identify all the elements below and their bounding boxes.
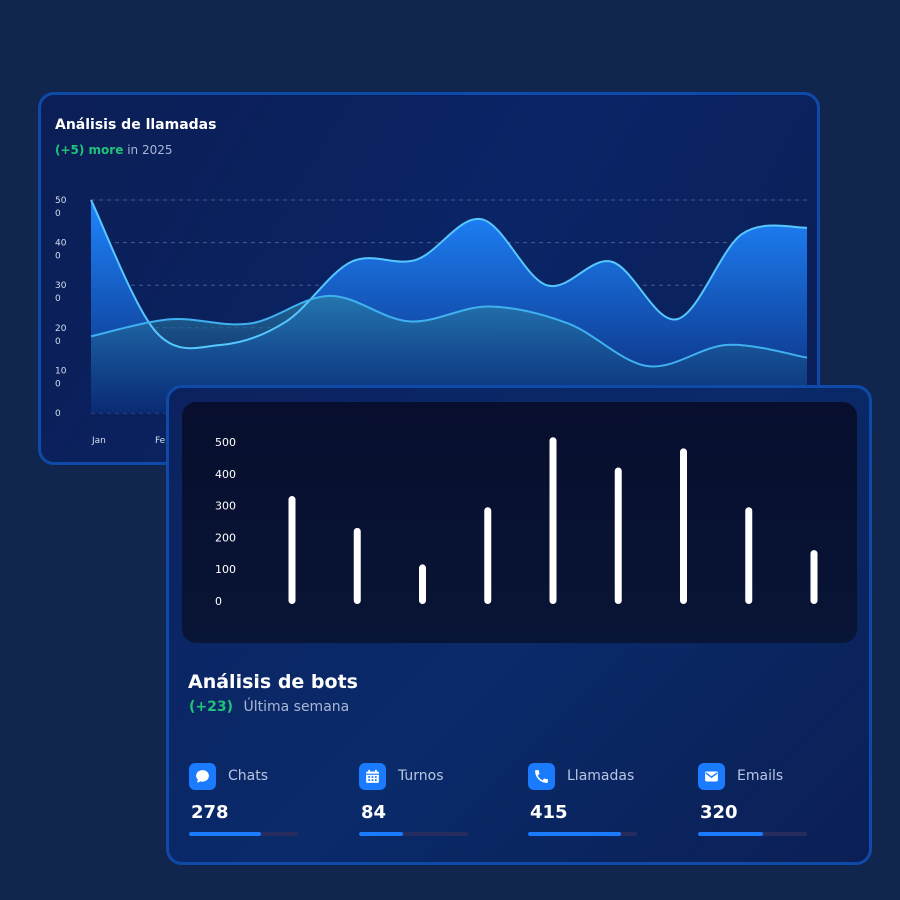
y-tick-label: 0 xyxy=(55,409,61,419)
bots-card-subtitle: (+23) Última semana xyxy=(189,699,349,715)
series-1-line xyxy=(90,199,808,350)
bar xyxy=(353,527,361,604)
stat-progress-bar xyxy=(698,832,807,836)
stat-progress-fill xyxy=(189,832,261,836)
stat-value: 415 xyxy=(530,802,568,823)
bots-bar-chart: 500 400 300 200 100 0 xyxy=(215,436,818,608)
bar xyxy=(549,437,557,604)
bar xyxy=(810,550,818,604)
stat-value: 84 xyxy=(361,802,387,823)
bots-bar-chart-panel: 500 400 300 200 100 0 xyxy=(182,402,857,643)
stat-value: 278 xyxy=(191,802,229,823)
stat-progress-fill xyxy=(528,832,621,836)
stat-progress-fill xyxy=(359,832,403,836)
calendar-icon xyxy=(359,763,386,790)
stat-turnos: Turnos 84 xyxy=(359,763,509,843)
stat-value: 320 xyxy=(700,802,738,823)
stat-progress-bar xyxy=(359,832,468,836)
series-2-line xyxy=(90,294,808,368)
calls-delta-suffix: in 2025 xyxy=(127,143,173,157)
y-tick-label: 300 xyxy=(215,500,236,513)
bots-delta-suffix: Última semana xyxy=(243,699,350,715)
mail-icon xyxy=(698,763,725,790)
bar xyxy=(614,467,622,604)
x-tick-label: Jan xyxy=(91,436,106,446)
series-2-area xyxy=(91,295,807,413)
stat-label: Turnos xyxy=(398,768,444,784)
stat-llamadas: Llamadas 415 xyxy=(528,763,678,843)
stat-chats: Chats 278 xyxy=(189,763,339,843)
stat-progress-bar xyxy=(189,832,298,836)
y-tick-label: 500 xyxy=(215,436,236,449)
calls-area-chart: 50 0 40 0 30 0 20 0 10 0 0 Jan Feb xyxy=(55,196,808,446)
calls-card-title: Análisis de llamadas xyxy=(55,117,217,133)
y-tick-label: 0 xyxy=(215,595,222,608)
bar xyxy=(484,507,492,604)
bar xyxy=(419,564,426,604)
stat-emails: Emails 320 xyxy=(698,763,848,843)
bar xyxy=(288,496,296,604)
bots-delta: (+23) xyxy=(189,699,234,715)
bots-card-title: Análisis de bots xyxy=(188,671,358,693)
phone-icon xyxy=(528,763,555,790)
y-tick-label: 400 xyxy=(215,468,236,481)
chat-icon xyxy=(189,763,216,790)
y-tick-label: 100 xyxy=(215,563,236,576)
stat-label: Emails xyxy=(737,768,784,784)
x-tick-label: Feb xyxy=(155,436,171,446)
stat-label: Llamadas xyxy=(567,768,635,784)
calls-card-subtitle: (+5) more in 2025 xyxy=(55,143,172,157)
stat-progress-bar xyxy=(528,832,637,836)
stat-label: Chats xyxy=(228,768,269,784)
bots-analysis-card: 500 400 300 200 100 0 Análisis de bots (+23) … xyxy=(166,385,872,865)
y-tick-label: 200 xyxy=(215,531,236,544)
calls-delta: (+5) more xyxy=(55,143,124,157)
bar xyxy=(680,448,687,604)
bar xyxy=(745,507,753,604)
stat-progress-fill xyxy=(698,832,764,836)
